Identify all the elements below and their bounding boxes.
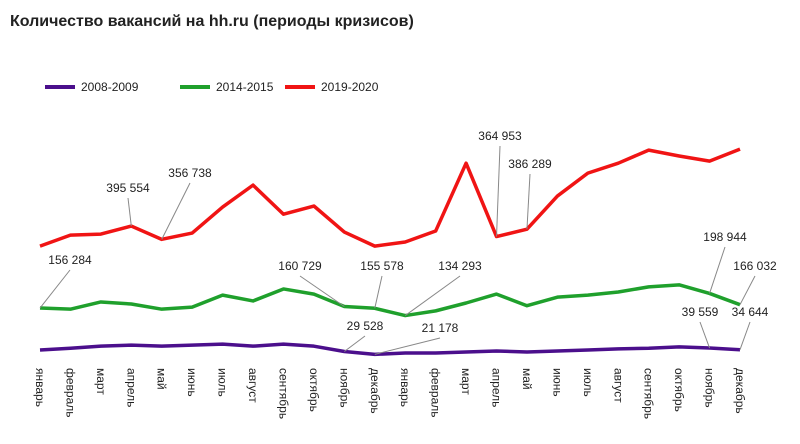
leader-line bbox=[739, 321, 751, 350]
leader-line bbox=[374, 275, 383, 309]
leader-line bbox=[39, 269, 71, 309]
leader-line bbox=[127, 197, 132, 227]
legend-label: 2014-2015 bbox=[216, 80, 274, 94]
leader-line bbox=[344, 335, 366, 352]
data-label: 160 729 bbox=[278, 259, 322, 273]
chart-title: Количество вакансий на hh.ru (периоды кр… bbox=[10, 13, 414, 30]
leader-line bbox=[709, 246, 726, 294]
leader-line bbox=[374, 337, 441, 355]
x-tick-label: май bbox=[155, 368, 169, 390]
x-tick-label: март bbox=[459, 368, 473, 395]
data-label: 364 953 bbox=[478, 129, 522, 143]
x-tick-label: июль bbox=[581, 368, 595, 397]
data-label: 29 528 bbox=[347, 319, 384, 333]
leader-line bbox=[161, 182, 191, 240]
x-tick-label: декабрь bbox=[733, 368, 747, 414]
x-tick-label: июнь bbox=[185, 368, 199, 397]
x-tick-label: февраль bbox=[429, 368, 443, 418]
data-label: 39 559 bbox=[682, 305, 719, 319]
leader-line bbox=[699, 321, 711, 349]
x-tick-label: февраль bbox=[63, 368, 77, 418]
data-label: 34 644 bbox=[732, 305, 769, 319]
leader-line bbox=[526, 173, 531, 230]
x-tick-label: август bbox=[246, 368, 260, 403]
data-label: 156 284 bbox=[48, 253, 92, 267]
data-label: 166 032 bbox=[733, 259, 777, 273]
x-tick-label: октябрь bbox=[307, 368, 321, 412]
x-tick-label: ноябрь bbox=[703, 368, 717, 408]
data-label: 356 738 bbox=[168, 166, 212, 180]
x-tick-label: сентябрь bbox=[276, 368, 290, 419]
x-tick-label: август bbox=[611, 368, 625, 403]
legend-label: 2019-2020 bbox=[321, 80, 379, 94]
x-tick-label: апрель bbox=[490, 368, 504, 407]
x-tick-label: май bbox=[520, 368, 534, 390]
x-tick-label: октябрь bbox=[672, 368, 686, 412]
line bbox=[39, 147, 741, 248]
leader-line bbox=[299, 275, 345, 307]
x-tick-label: март bbox=[94, 368, 108, 395]
x-tick-label: июль bbox=[216, 368, 230, 397]
line bbox=[39, 342, 741, 357]
leader-line bbox=[404, 275, 461, 316]
data-label: 21 178 bbox=[422, 321, 459, 335]
x-tick-label: январь bbox=[33, 368, 47, 407]
x-tick-label: январь bbox=[398, 368, 412, 407]
x-tick-label: ноябрь bbox=[337, 368, 351, 408]
leader-line bbox=[739, 275, 756, 305]
legend-label: 2008-2009 bbox=[81, 80, 139, 94]
data-label: 386 289 bbox=[508, 157, 552, 171]
data-label: 395 554 bbox=[106, 181, 150, 195]
x-tick-label: июнь bbox=[550, 368, 564, 397]
leader-line bbox=[496, 145, 501, 237]
line bbox=[39, 283, 741, 318]
data-label: 155 578 bbox=[360, 259, 404, 273]
x-tick-label: сентябрь bbox=[642, 368, 656, 419]
x-tick-label: апрель bbox=[124, 368, 138, 407]
data-label: 134 293 bbox=[438, 259, 482, 273]
data-label: 198 944 bbox=[703, 230, 747, 244]
x-tick-label: декабрь bbox=[368, 368, 382, 414]
